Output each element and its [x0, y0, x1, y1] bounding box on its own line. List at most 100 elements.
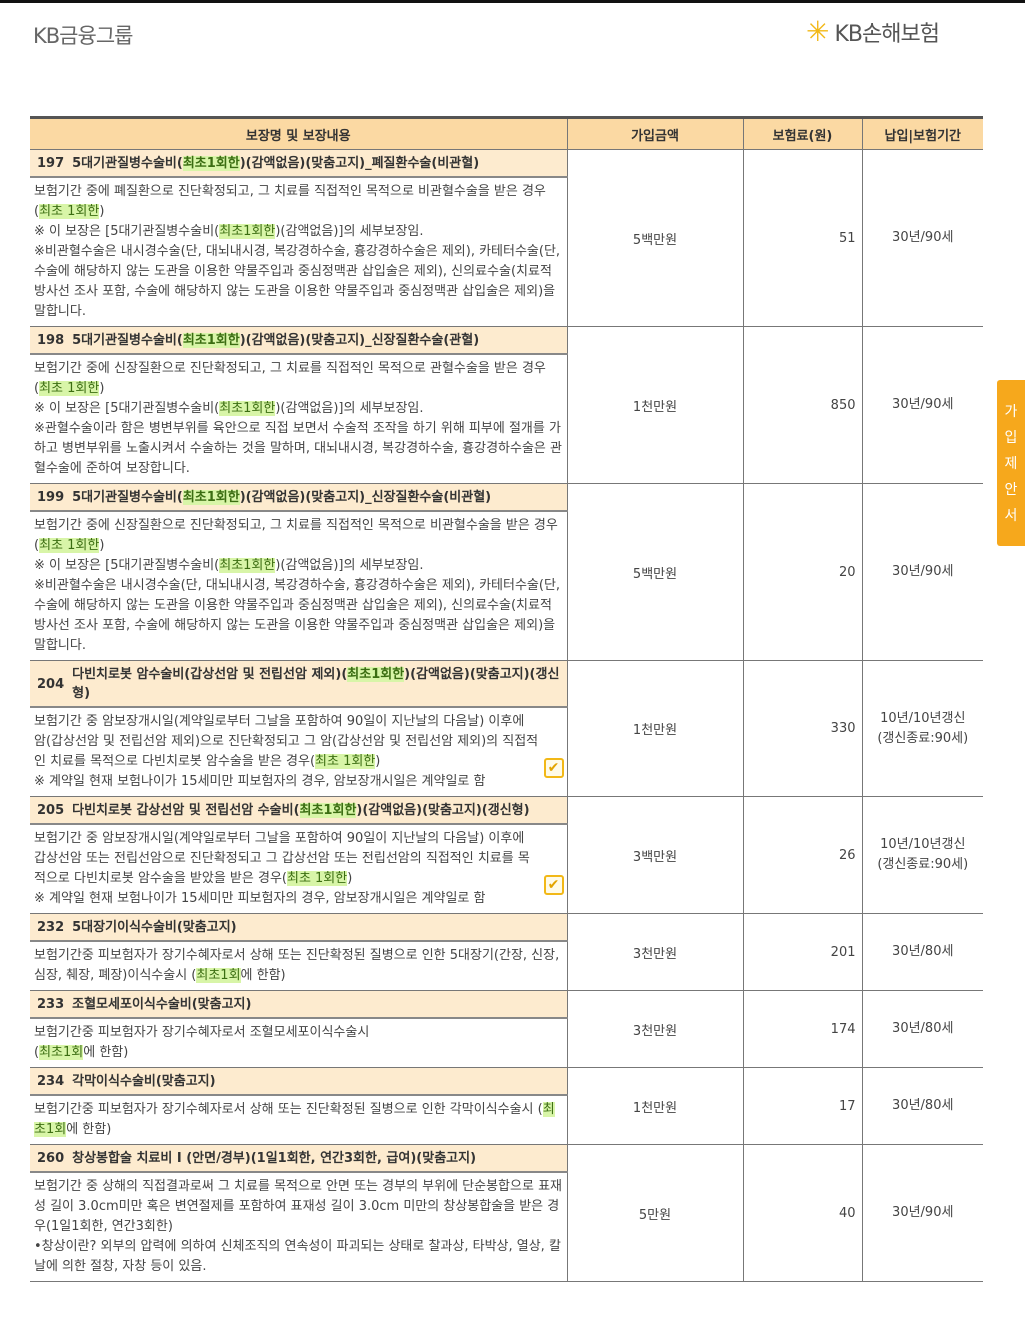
table-header-row: 보장명 및 보장내용 가입금액 보험료(원) 납입|보험기간 — [30, 116, 983, 150]
text-segment: 보험기간 중에 신장질환으로 진단확정되고, 그 치료를 직접적인 목적으로 비… — [34, 518, 558, 553]
column-header-period: 납입|보험기간 — [861, 116, 983, 150]
highlight-text: 최초1회한 — [182, 490, 240, 505]
text-segment: 각막이식수술비(맞춤고지) — [72, 1074, 216, 1089]
coverage-amount: 5백만원 — [566, 149, 743, 327]
coverage-title-row: 198 5대기관질병수술비(최초1회한)(감액없음)(맞춤고지)_신장질환수술(관… — [30, 326, 983, 484]
kb-insurance-logo: ✳ KB손해보험 — [806, 15, 940, 48]
coverage-name: 5대장기이식수술비(맞춤고지) — [72, 918, 236, 937]
highlight-text: 최초 1회한 — [39, 204, 100, 219]
description-paragraph: 보험기간 중에 신장질환으로 진단확정되고, 그 치료를 직접적인 목적으로 관… — [34, 359, 563, 399]
coverage-body-row: 보험기간 중 암보장개시일(계약일로부터 그날을 포함하여 90일이 지난날의 … — [30, 824, 983, 914]
coverage-title-row: 197 5대기관질병수술비(최초1회한)(감액없음)(맞춤고지)_폐질환수술(비관… — [30, 149, 983, 327]
coverage-number: 199 — [37, 490, 65, 505]
coverage-name: 5대기관질병수술비(최초1회한)(감액없음)(맞춤고지)_신장질환수술(관혈) — [72, 331, 479, 350]
period-line: 30년/90세 — [892, 564, 954, 579]
kb-star-icon: ✳ — [806, 15, 829, 48]
coverage-title-wrap: 234 각막이식수술비(맞춤고지) — [37, 1072, 561, 1091]
highlight-text: 최초1회한 — [299, 803, 357, 818]
text-segment: )(감액없음)(맞춤고지)(갱신형) — [72, 667, 560, 701]
description-paragraph: ※ 이 보장은 [5대기관질병수술비(최초1회한)(감액없음)]의 세부보장임. — [34, 399, 563, 419]
text-segment: ( — [34, 1045, 40, 1060]
column-header-premium: 보험료(원) — [742, 116, 862, 150]
text-segment: )(감액없음)]의 세부보장임. — [275, 558, 424, 573]
coverage-number: 204 — [37, 676, 65, 692]
highlight-text: 최초1회 — [39, 1045, 84, 1060]
kb-financial-group-logo: KB금융그룹 — [33, 24, 133, 48]
premium-amount: 850 — [742, 326, 862, 484]
highlight-text: 최초 1회한 — [315, 754, 376, 769]
description-paragraph: ※비관혈수술은 내시경수술(단, 대뇌내시경, 복강경하수술, 흉강경하수술은 … — [34, 576, 563, 656]
highlight-text: 최초1회한 — [347, 667, 405, 682]
coverage-amount: 1천만원 — [566, 660, 743, 797]
text-segment: ※비관혈수술은 내시경수술(단, 대뇌내시경, 복강경하수술, 흉강경하수술은 … — [34, 578, 561, 653]
period-line: 30년/90세 — [892, 397, 954, 412]
coverage-name: 창상봉합술 치료비 I (안면/경부)(1일1회한, 연간3회한, 급여)(맞춤… — [72, 1149, 476, 1168]
text-segment: 보험기간중 피보험자가 장기수혜자로서 조혈모세포이식수술시 — [34, 1025, 370, 1040]
description-paragraph: ※ 이 보장은 [5대기관질병수술비(최초1회한)(감액없음)]의 세부보장임. — [34, 556, 563, 576]
side-tab-char: 입 — [1004, 430, 1018, 446]
coverage-description: 보험기간 중에 폐질환으로 진단확정되고, 그 치료를 직접적인 목적으로 비관… — [30, 177, 567, 327]
description-paragraph: 보험기간 중에 폐질환으로 진단확정되고, 그 치료를 직접적인 목적으로 비관… — [34, 182, 563, 222]
text-segment: ※ 이 보장은 [5대기관질병수술비( — [34, 401, 220, 416]
description-paragraph: ※ 계약일 현재 보험나이가 15세미만 피보험자의 경우, 암보장개시일은 계… — [34, 772, 539, 792]
period-line: 30년/80세 — [892, 1098, 954, 1113]
coverage-title-wrap: 233 조혈모세포이식수술비(맞춤고지) — [37, 995, 561, 1014]
description-paragraph: 보험기간중 피보험자가 장기수혜자로서 조혈모세포이식수술시 — [34, 1023, 563, 1043]
text-segment: ※ 계약일 현재 보험나이가 15세미만 피보험자의 경우, 암보장개시일은 계… — [34, 774, 486, 789]
highlight-text: 최초 1회한 — [286, 871, 348, 886]
text-segment: )(감액없음)(맞춤고지)_신장질환수술(관혈) — [239, 333, 480, 348]
coverage-description: 보험기간 중에 신장질환으로 진단확정되고, 그 치료를 직접적인 목적으로 비… — [30, 511, 567, 661]
period-line: 10년/10년갱신 — [880, 710, 966, 726]
coverage-title: 198 5대기관질병수술비(최초1회한)(감액없음)(맞춤고지)_신장질환수술(관… — [30, 326, 567, 355]
coverage-amount: 3천만원 — [566, 990, 743, 1068]
description-paragraph: 보험기간중 피보험자가 장기수혜자로서 상해 또는 진단확정된 질병으로 인한 … — [34, 946, 563, 986]
text-segment: ※비관혈수술은 내시경수술(단, 대뇌내시경, 복강경하수술, 흉강경하수술은 … — [34, 244, 561, 319]
coverage-number: 198 — [37, 333, 65, 348]
coverage-title-wrap: 204 다빈치로봇 암수술비(갑상선암 및 전립선암 제외)(최초1회한)(감액없… — [37, 665, 561, 703]
text-segment: )(감액없음)]의 세부보장임. — [275, 401, 424, 416]
coverage-amount: 1천만원 — [566, 1067, 743, 1145]
coverage-title: 199 5대기관질병수술비(최초1회한)(감액없음)(맞춤고지)_신장질환수술(비… — [30, 483, 567, 512]
text-segment: )(감액없음)(맞춤고지)_폐질환수술(비관혈) — [239, 156, 480, 171]
payment-period: 30년/90세 — [861, 483, 983, 661]
text-segment: 5대기관질병수술비( — [72, 333, 183, 348]
text-segment: 보험기간 중 상해의 직접결과로써 그 치료를 목적으로 안면 또는 경부의 부… — [34, 1179, 562, 1234]
coverage-title: 197 5대기관질병수술비(최초1회한)(감액없음)(맞춤고지)_폐질환수술(비관… — [30, 149, 567, 178]
highlight-text: 최초1회한 — [219, 401, 276, 416]
coverage-title-wrap: 199 5대기관질병수술비(최초1회한)(감액없음)(맞춤고지)_신장질환수술(비… — [37, 488, 561, 507]
period-line: 30년/90세 — [892, 230, 954, 245]
text-segment: )(감액없음)(맞춤고지)_신장질환수술(비관혈) — [239, 490, 492, 505]
coverage-body-row: 보험기간중 피보험자가 장기수혜자로서 상해 또는 진단확정된 질병으로 인한 … — [30, 941, 983, 991]
coverage-body-row: 보험기간 중에 신장질환으로 진단확정되고, 그 치료를 직접적인 목적으로 관… — [30, 354, 983, 484]
checklist-icon: ✔ — [543, 758, 564, 778]
payment-period: 30년/90세 — [861, 149, 983, 327]
highlight-text: 최초1회한 — [182, 333, 240, 348]
coverage-description: 보험기간 중 상해의 직접결과로써 그 치료를 목적으로 안면 또는 경부의 부… — [30, 1172, 567, 1282]
text-segment: ) — [99, 204, 105, 219]
coverage-number: 260 — [37, 1151, 65, 1166]
kb-insurance-logo-text: KB손해보험 — [834, 22, 939, 47]
coverage-description: 보험기간 중 암보장개시일(계약일로부터 그날을 포함하여 90일이 지난날의 … — [30, 824, 567, 914]
text-segment: 다빈치로봇 갑상선암 및 전립선암 수술비( — [72, 803, 300, 818]
text-segment: 다빈치로봇 암수술비(갑상선암 및 전립선암 제외)( — [72, 667, 348, 682]
text-segment: 보험기간 중 암보장개시일(계약일로부터 그날을 포함하여 90일이 지난날의 … — [34, 714, 539, 769]
coverage-title-wrap: 260 창상봉합술 치료비 I (안면/경부)(1일1회한, 연간3회한, 급여)… — [37, 1149, 561, 1168]
description-paragraph: ※비관혈수술은 내시경수술(단, 대뇌내시경, 복강경하수술, 흉강경하수술은 … — [34, 242, 563, 322]
text-segment: )(감액없음)(맞춤고지)(갱신형) — [356, 803, 530, 818]
coverage-description: 보험기간중 피보험자가 장기수혜자로서 상해 또는 진단확정된 질병으로 인한 … — [30, 941, 567, 991]
coverage-body-row: 보험기간 중 암보장개시일(계약일로부터 그날을 포함하여 90일이 지난날의 … — [30, 707, 983, 797]
proposal-side-tab[interactable]: 가 입 제 안 서 — [997, 380, 1025, 546]
coverage-title-wrap: 198 5대기관질병수술비(최초1회한)(감액없음)(맞춤고지)_신장질환수술(관… — [37, 331, 561, 350]
coverage-table: 보장명 및 보장내용 가입금액 보험료(원) 납입|보험기간 197 5대기관질병… — [30, 116, 983, 1282]
coverage-title: 234 각막이식수술비(맞춤고지) — [30, 1067, 567, 1096]
coverage-description: 보험기간 중에 신장질환으로 진단확정되고, 그 치료를 직접적인 목적으로 관… — [30, 354, 567, 484]
text-segment: ) — [99, 538, 105, 553]
coverage-number: 232 — [37, 920, 65, 935]
text-segment: •창상이란? 외부의 압력에 의하여 신체조직의 연속성이 파괴되는 상태로 찰… — [34, 1239, 561, 1274]
side-tab-char: 가 — [1004, 404, 1018, 420]
coverage-body-row: 보험기간 중에 신장질환으로 진단확정되고, 그 치료를 직접적인 목적으로 비… — [30, 511, 983, 661]
text-segment: 보험기간 중에 폐질환으로 진단확정되고, 그 치료를 직접적인 목적으로 비관… — [34, 184, 546, 219]
coverage-name: 다빈치로봇 암수술비(갑상선암 및 전립선암 제외)(최초1회한)(감액없음)(… — [72, 665, 560, 703]
description-paragraph: ※관혈수술이라 함은 병변부위를 육안으로 직접 보면서 수술적 조작을 하기 … — [34, 419, 563, 479]
payment-period: 30년/90세 — [861, 1144, 983, 1282]
